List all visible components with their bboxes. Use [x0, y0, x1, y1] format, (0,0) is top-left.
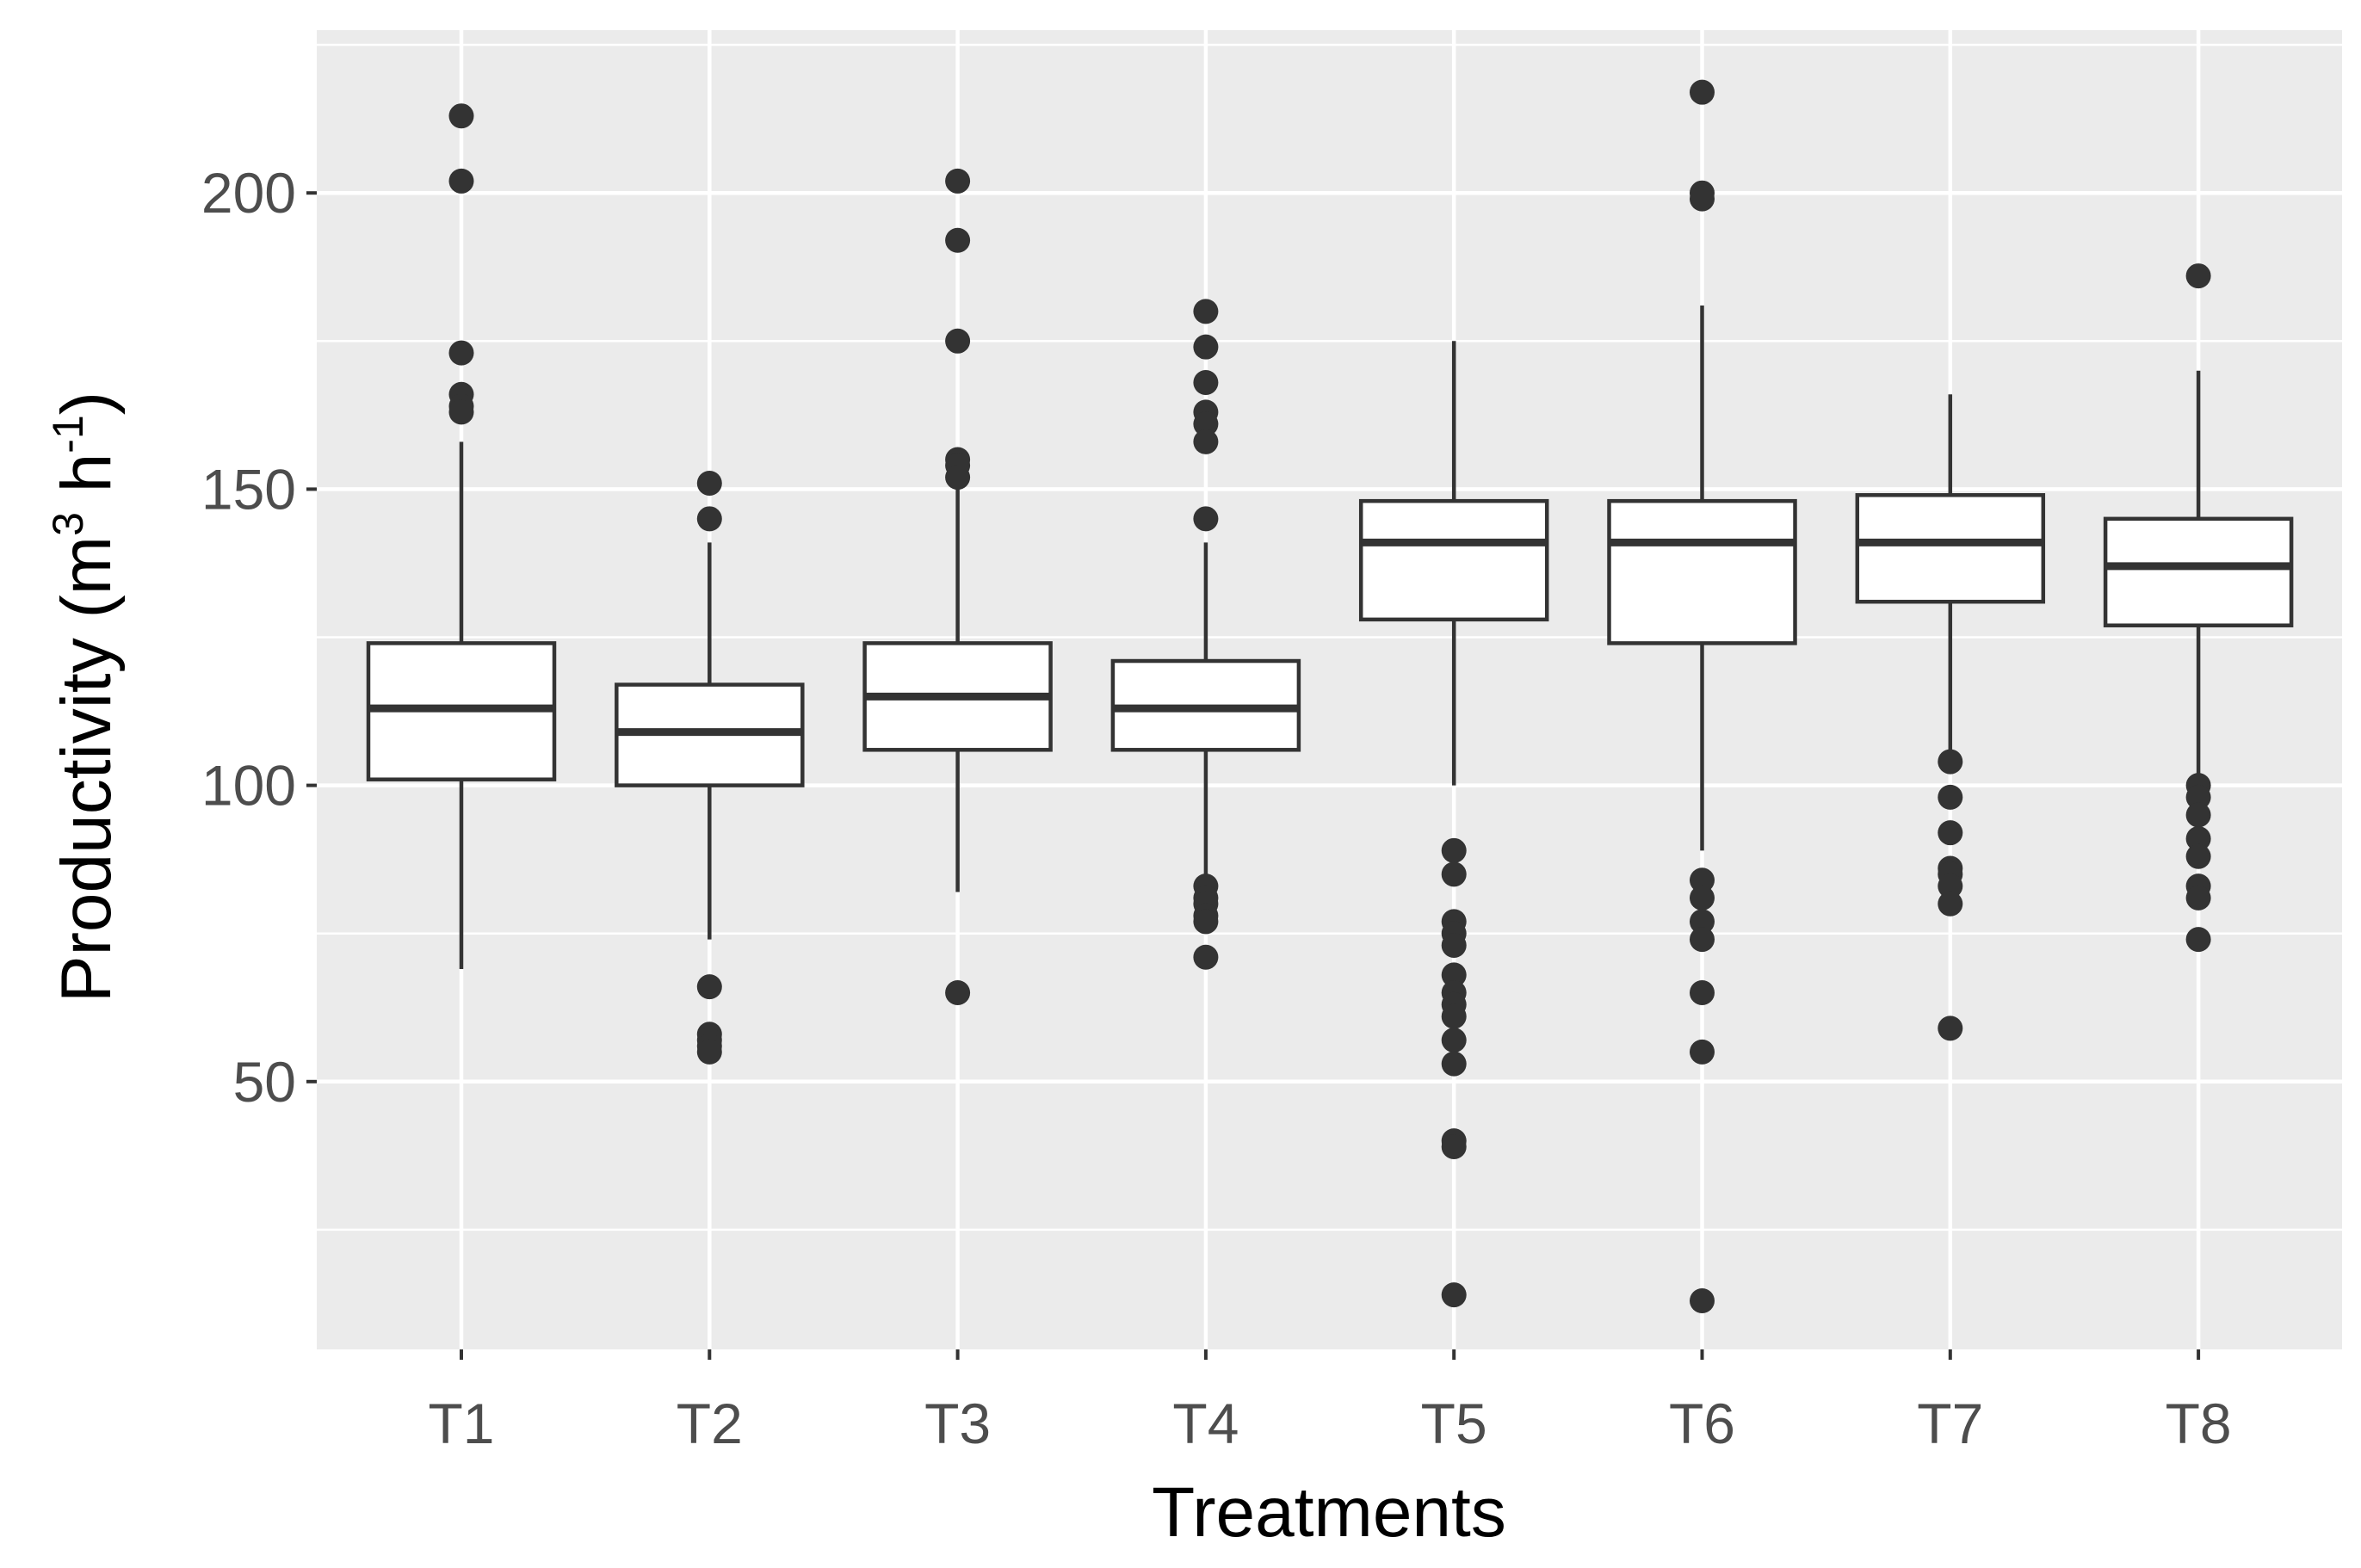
outlier-point: [1938, 820, 1963, 846]
outlier-point: [1690, 867, 1715, 893]
y-axis-title-sup-3: 3: [44, 512, 92, 536]
outlier-point: [1938, 891, 1963, 917]
outlier-point: [1938, 874, 1963, 899]
outlier-point: [1441, 1282, 1467, 1308]
y-axis-ticks: 50 100 150 200: [201, 161, 317, 1114]
box-T5: [1358, 341, 1549, 1308]
outlier-point: [448, 340, 474, 366]
x-tick-label: T6: [1669, 1392, 1735, 1455]
outlier-point: [1690, 186, 1715, 212]
outlier-point: [2185, 927, 2211, 953]
y-axis-title-mid: h: [47, 454, 126, 512]
y-axis-title-end: ): [47, 392, 126, 415]
x-axis-ticks: T1 T2 T3 T4 T5 T6 T7 T8: [428, 1349, 2232, 1455]
outlier-point: [1193, 369, 1219, 395]
outlier-point: [1938, 1015, 1963, 1041]
outlier-point: [2185, 826, 2211, 852]
outlier-point: [1441, 837, 1467, 863]
box-T2: [615, 471, 805, 1065]
x-axis-title: Treatments: [1152, 1473, 1506, 1552]
y-axis-title-main: Productivity (m: [47, 536, 126, 1003]
outlier-point: [1441, 1051, 1467, 1077]
x-tick-label: T2: [677, 1392, 743, 1455]
outlier-point: [945, 328, 971, 354]
box-T7: [1855, 394, 2046, 1041]
outlier-point: [1193, 909, 1219, 935]
outlier-point: [1441, 932, 1467, 958]
box-T1: [366, 103, 557, 970]
outlier-point: [696, 471, 722, 497]
outlier-point: [1193, 299, 1219, 324]
outlier-point: [696, 1039, 722, 1065]
outlier-point: [1690, 885, 1715, 911]
outlier-point: [696, 506, 722, 532]
outlier-point: [448, 168, 474, 194]
outlier-point: [1938, 784, 1963, 810]
outlier-point: [1441, 1028, 1467, 1053]
box-iqr: [1607, 498, 1797, 645]
outlier-point: [945, 465, 971, 491]
y-tick-label: 50: [233, 1050, 296, 1114]
x-tick-label: T7: [1917, 1392, 1983, 1455]
outlier-point: [1441, 1003, 1467, 1029]
outlier-point: [945, 980, 971, 1006]
outlier-point: [1193, 506, 1219, 532]
outlier-point: [2185, 802, 2211, 828]
outlier-point: [1441, 962, 1467, 988]
outlier-point: [1193, 429, 1219, 454]
outlier-point: [1441, 1134, 1467, 1160]
y-tick-label: 100: [201, 754, 296, 818]
outlier-point: [1690, 927, 1715, 953]
outlier-point: [945, 168, 971, 194]
outlier-point: [2185, 843, 2211, 869]
x-tick-label: T5: [1421, 1392, 1487, 1455]
y-axis-title: Productivity (m3 h-1): [44, 392, 126, 1003]
outlier-point: [1193, 411, 1219, 437]
y-tick-label: 200: [201, 161, 296, 225]
x-tick-label: T4: [1172, 1392, 1239, 1455]
y-axis-title-sup-neg1: -1: [44, 415, 92, 453]
x-tick-label: T8: [2166, 1392, 2232, 1455]
outlier-point: [1690, 1039, 1715, 1065]
y-tick-label: 150: [201, 457, 296, 521]
box-T3: [862, 168, 1053, 1006]
x-tick-label: T1: [428, 1392, 494, 1455]
outlier-point: [1938, 749, 1963, 775]
outlier-point: [1441, 861, 1467, 887]
x-tick-label: T3: [924, 1392, 991, 1455]
box-iqr: [1358, 498, 1549, 622]
outlier-point: [2185, 263, 2211, 289]
outlier-point: [1193, 334, 1219, 360]
outlier-point: [448, 399, 474, 425]
outlier-point: [945, 227, 971, 253]
outlier-point: [696, 974, 722, 1000]
box-iqr: [1855, 493, 2046, 604]
outlier-point: [1690, 1288, 1715, 1314]
outlier-point: [2185, 784, 2211, 810]
boxes: [366, 79, 2294, 1314]
outlier-point: [448, 103, 474, 129]
outlier-point: [1690, 79, 1715, 105]
box-T8: [2103, 263, 2294, 953]
box-iqr: [2103, 516, 2294, 627]
outlier-point: [1193, 944, 1219, 970]
outlier-point: [1690, 980, 1715, 1006]
box-T4: [1110, 299, 1301, 970]
outlier-point: [1690, 909, 1715, 935]
box-T6: [1607, 79, 1797, 1314]
outlier-point: [2185, 885, 2211, 911]
